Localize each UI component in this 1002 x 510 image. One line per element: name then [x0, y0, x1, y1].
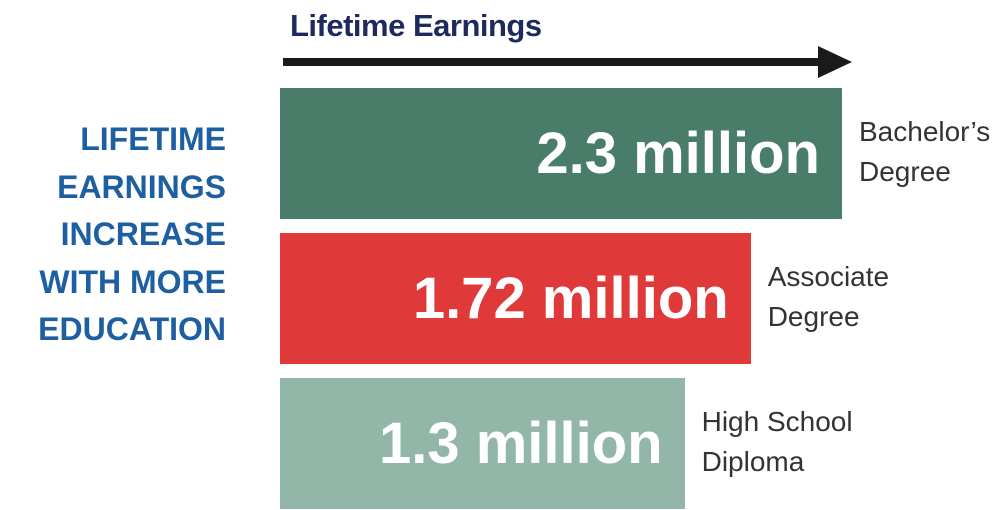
value-label: 1.3 million [378, 411, 663, 476]
value-label: 1.72 million [412, 266, 729, 331]
bar: 1.72 million [280, 233, 751, 364]
category-label: High School Diploma [701, 406, 853, 477]
arrow [283, 46, 852, 78]
value-label: 2.3 million [536, 121, 820, 186]
bar: 2.3 million [280, 88, 842, 219]
category-label: Associate Degree [767, 261, 890, 332]
annotation: LIFETIME EARNINGS INCREASE WITH MORE EDU… [38, 121, 226, 347]
chart-title: Lifetime Earnings [290, 8, 542, 43]
arrow-head [818, 46, 852, 78]
category-label: Bachelor’s Degree [859, 116, 991, 187]
bar: 1.3 million [280, 378, 685, 509]
